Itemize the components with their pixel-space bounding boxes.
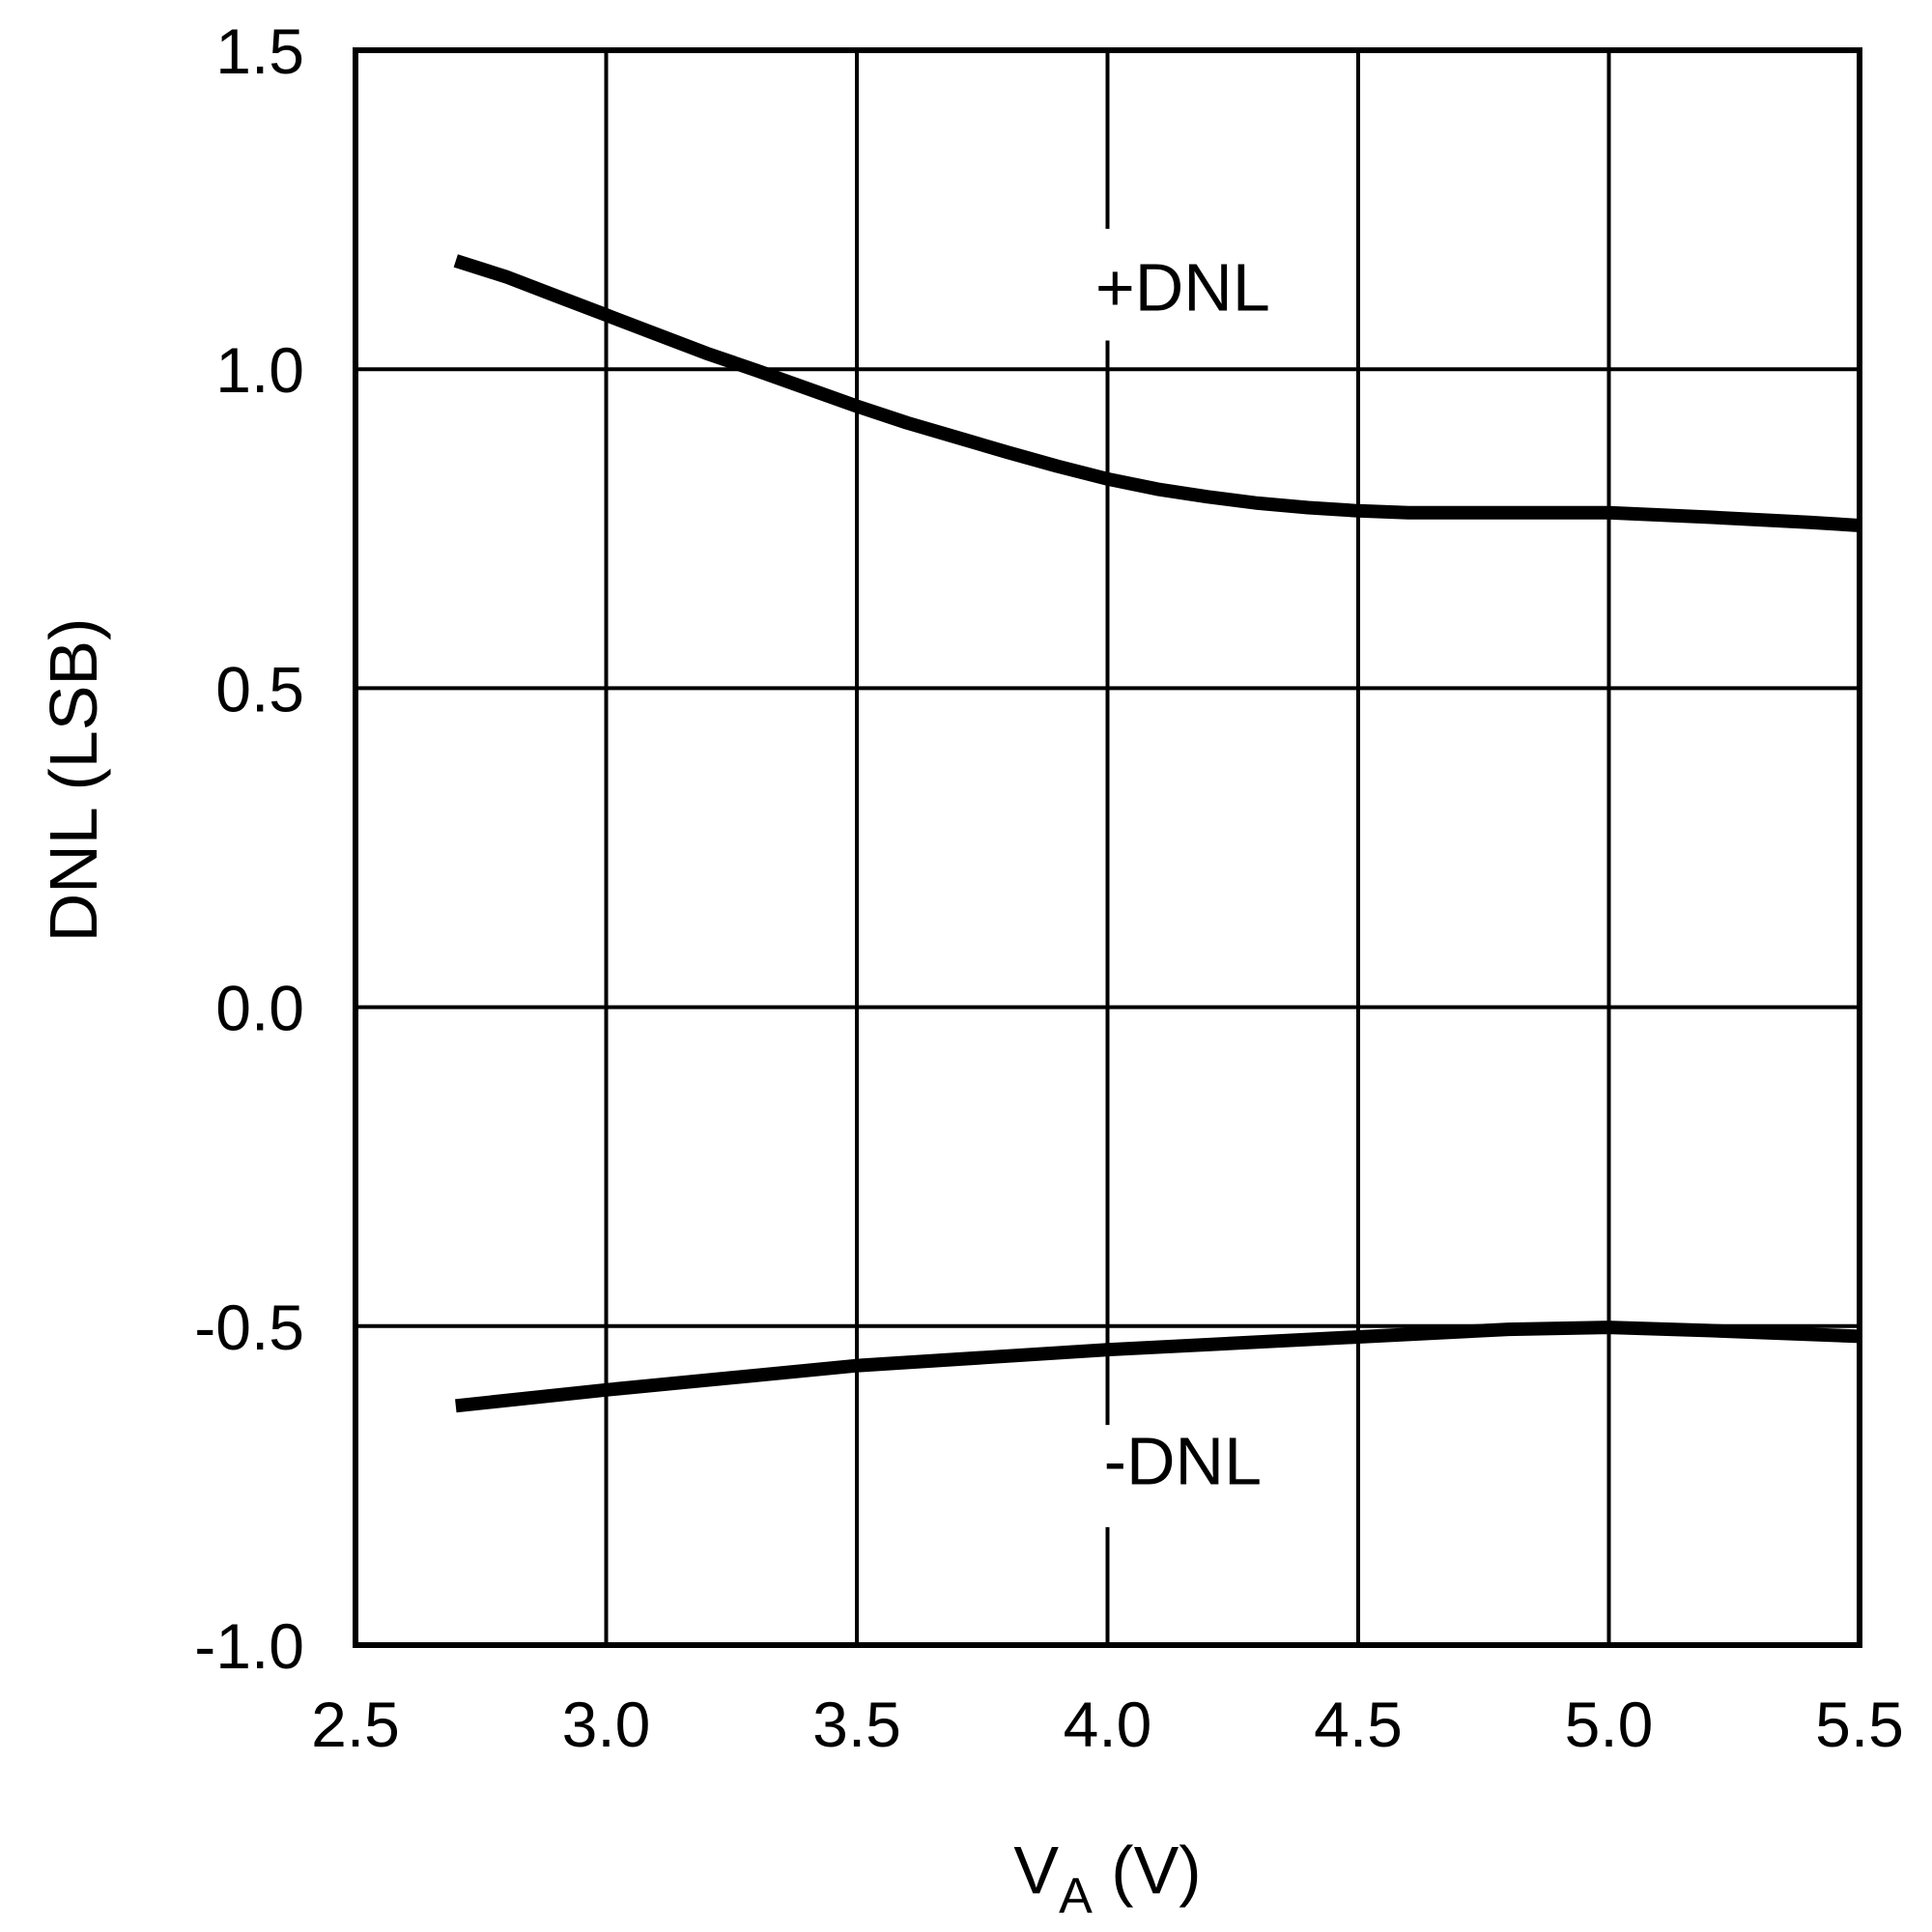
annotations: +DNL -DNL — [1095, 249, 1270, 1498]
y-tick-label: -1.0 — [194, 1610, 304, 1682]
series-line-plus-dnl — [453, 254, 1861, 532]
y-tick-label: -0.5 — [194, 1292, 304, 1363]
y-axis-label: DNL (LSB) — [36, 618, 111, 943]
series-line-minus-dnl — [455, 1321, 1861, 1413]
annotation-minus-dnl: -DNL — [1104, 1424, 1262, 1499]
x-axis-label-subscript: A — [1059, 1868, 1093, 1924]
y-tick-labels: 1.5 1.0 0.5 0.0 -0.5 -1.0 — [194, 15, 304, 1682]
y-tick-label: 1.5 — [215, 15, 304, 87]
annotation-plus-dnl: +DNL — [1095, 249, 1270, 325]
x-axis-label-main: V — [1013, 1833, 1059, 1908]
x-axis-label-unit: (V) — [1093, 1833, 1202, 1908]
x-tick-label: 4.0 — [1064, 1689, 1152, 1760]
x-tick-labels: 2.5 3.0 3.5 4.0 4.5 5.0 5.5 — [311, 1689, 1904, 1760]
x-tick-label: 5.5 — [1815, 1689, 1904, 1760]
series-layer — [453, 254, 1861, 1413]
y-tick-label: 0.5 — [215, 653, 304, 724]
x-tick-label: 5.0 — [1565, 1689, 1654, 1760]
x-tick-label: 3.5 — [812, 1689, 901, 1760]
x-axis-label: VA (V) — [1013, 1833, 1201, 1924]
y-tick-label: 0.0 — [215, 973, 304, 1044]
x-tick-label: 4.5 — [1314, 1689, 1403, 1760]
grid-lines — [355, 50, 1860, 1645]
x-tick-label: 3.0 — [562, 1689, 651, 1760]
x-tick-label: 2.5 — [311, 1689, 400, 1760]
y-tick-label: 1.0 — [215, 334, 304, 406]
plot-area-frame — [353, 47, 1862, 1648]
